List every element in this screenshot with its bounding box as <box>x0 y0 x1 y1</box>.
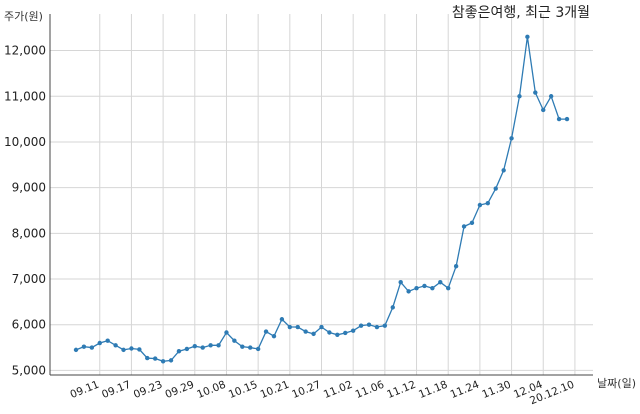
data-point <box>216 343 221 348</box>
data-point <box>374 324 380 330</box>
x-tick-label: 10.08 <box>195 379 227 401</box>
data-point <box>461 224 467 229</box>
x-tick-label: 09.11 <box>69 379 101 401</box>
data-point <box>501 168 506 173</box>
data-point <box>97 340 102 346</box>
y-tick-label: 12,000 <box>4 44 46 58</box>
data-point <box>263 329 269 334</box>
data-point <box>192 344 197 349</box>
data-point <box>556 116 562 122</box>
data-point <box>208 343 213 348</box>
data-point <box>311 331 316 337</box>
x-tick-label: 11.24 <box>449 379 482 402</box>
y-axis-label: 주가(원) <box>4 10 43 23</box>
data-point <box>248 345 253 350</box>
data-point <box>319 324 324 330</box>
grid <box>50 14 593 375</box>
data-point <box>493 186 498 191</box>
data-point <box>485 200 491 206</box>
data-point <box>548 94 554 99</box>
data-point <box>113 343 118 348</box>
data-point <box>295 324 300 330</box>
data-point <box>343 330 348 336</box>
data-point <box>422 283 427 289</box>
data-point <box>224 330 229 335</box>
data-point <box>406 289 411 294</box>
x-tick-label: 11.18 <box>417 379 449 401</box>
data-point <box>105 338 110 343</box>
data-point <box>255 346 261 352</box>
data-point <box>137 347 142 352</box>
x-tick-label: 10.27 <box>290 379 322 401</box>
data-point <box>358 323 364 328</box>
x-tick-label: 10.15 <box>227 379 259 401</box>
data-point <box>517 94 522 99</box>
y-axis-ticks: 5,000 6,000 7,000 8,000 9,000 10,000 11,000 12,… <box>4 44 46 378</box>
data-point <box>446 285 451 291</box>
data-point <box>564 116 570 122</box>
x-axis-ticks: 09.11 09.17 09.23 09.29 10.08 10.15 10.21 10.27… <box>69 379 577 408</box>
data-point <box>73 347 79 353</box>
data-point <box>390 305 395 310</box>
data-point <box>121 347 126 353</box>
data-point <box>287 324 293 330</box>
data-point <box>477 202 483 208</box>
x-tick-label: 11.30 <box>480 379 512 401</box>
data-point <box>89 345 95 350</box>
data-point <box>438 280 443 285</box>
chart-title: 참좋은여행, 최근 3개월 <box>452 5 590 21</box>
y-tick-label: 8,000 <box>12 226 46 240</box>
data-point <box>279 317 285 322</box>
y-tick-label: 10,000 <box>4 135 46 149</box>
data-point <box>335 332 340 337</box>
data-point <box>152 356 158 361</box>
x-tick-label: 09.23 <box>132 379 164 401</box>
data-point <box>200 345 205 350</box>
data-point <box>176 349 182 354</box>
data-point <box>184 346 190 352</box>
data-point <box>327 330 332 335</box>
data-point <box>366 322 372 327</box>
data-point <box>168 358 174 363</box>
x-tick-label: 09.29 <box>164 379 196 401</box>
x-tick-label: 11.12 <box>385 379 417 401</box>
data-point <box>240 344 245 349</box>
axes <box>49 14 593 376</box>
data-point <box>525 34 530 40</box>
data-point <box>382 323 388 328</box>
y-tick-label: 7,000 <box>12 272 46 286</box>
x-tick-label: 10.21 <box>259 379 291 401</box>
data-point <box>303 329 308 334</box>
data-point <box>469 220 475 226</box>
data-point <box>453 264 459 269</box>
data-point <box>232 338 237 343</box>
data-point <box>414 285 419 291</box>
x-tick-label: 11.06 <box>354 379 387 402</box>
data-point <box>398 280 403 285</box>
x-tick-label: 09.17 <box>100 379 132 401</box>
data-point <box>533 90 538 95</box>
data-point <box>350 328 356 333</box>
data-point <box>129 346 134 351</box>
y-tick-label: 6,000 <box>12 318 46 332</box>
data-point <box>160 359 166 364</box>
y-tick-label: 9,000 <box>12 181 46 195</box>
data-point <box>81 344 87 349</box>
data-point <box>430 285 435 291</box>
x-tick-label: 11.02 <box>322 379 354 401</box>
data-point <box>271 333 277 339</box>
series-layer <box>73 34 570 364</box>
x-axis-label: 날짜(일) <box>597 376 636 390</box>
y-tick-label: 11,000 <box>4 89 46 103</box>
data-point <box>145 355 150 361</box>
data-point <box>509 136 514 141</box>
data-point <box>541 107 546 113</box>
y-tick-label: 5,000 <box>12 363 46 377</box>
